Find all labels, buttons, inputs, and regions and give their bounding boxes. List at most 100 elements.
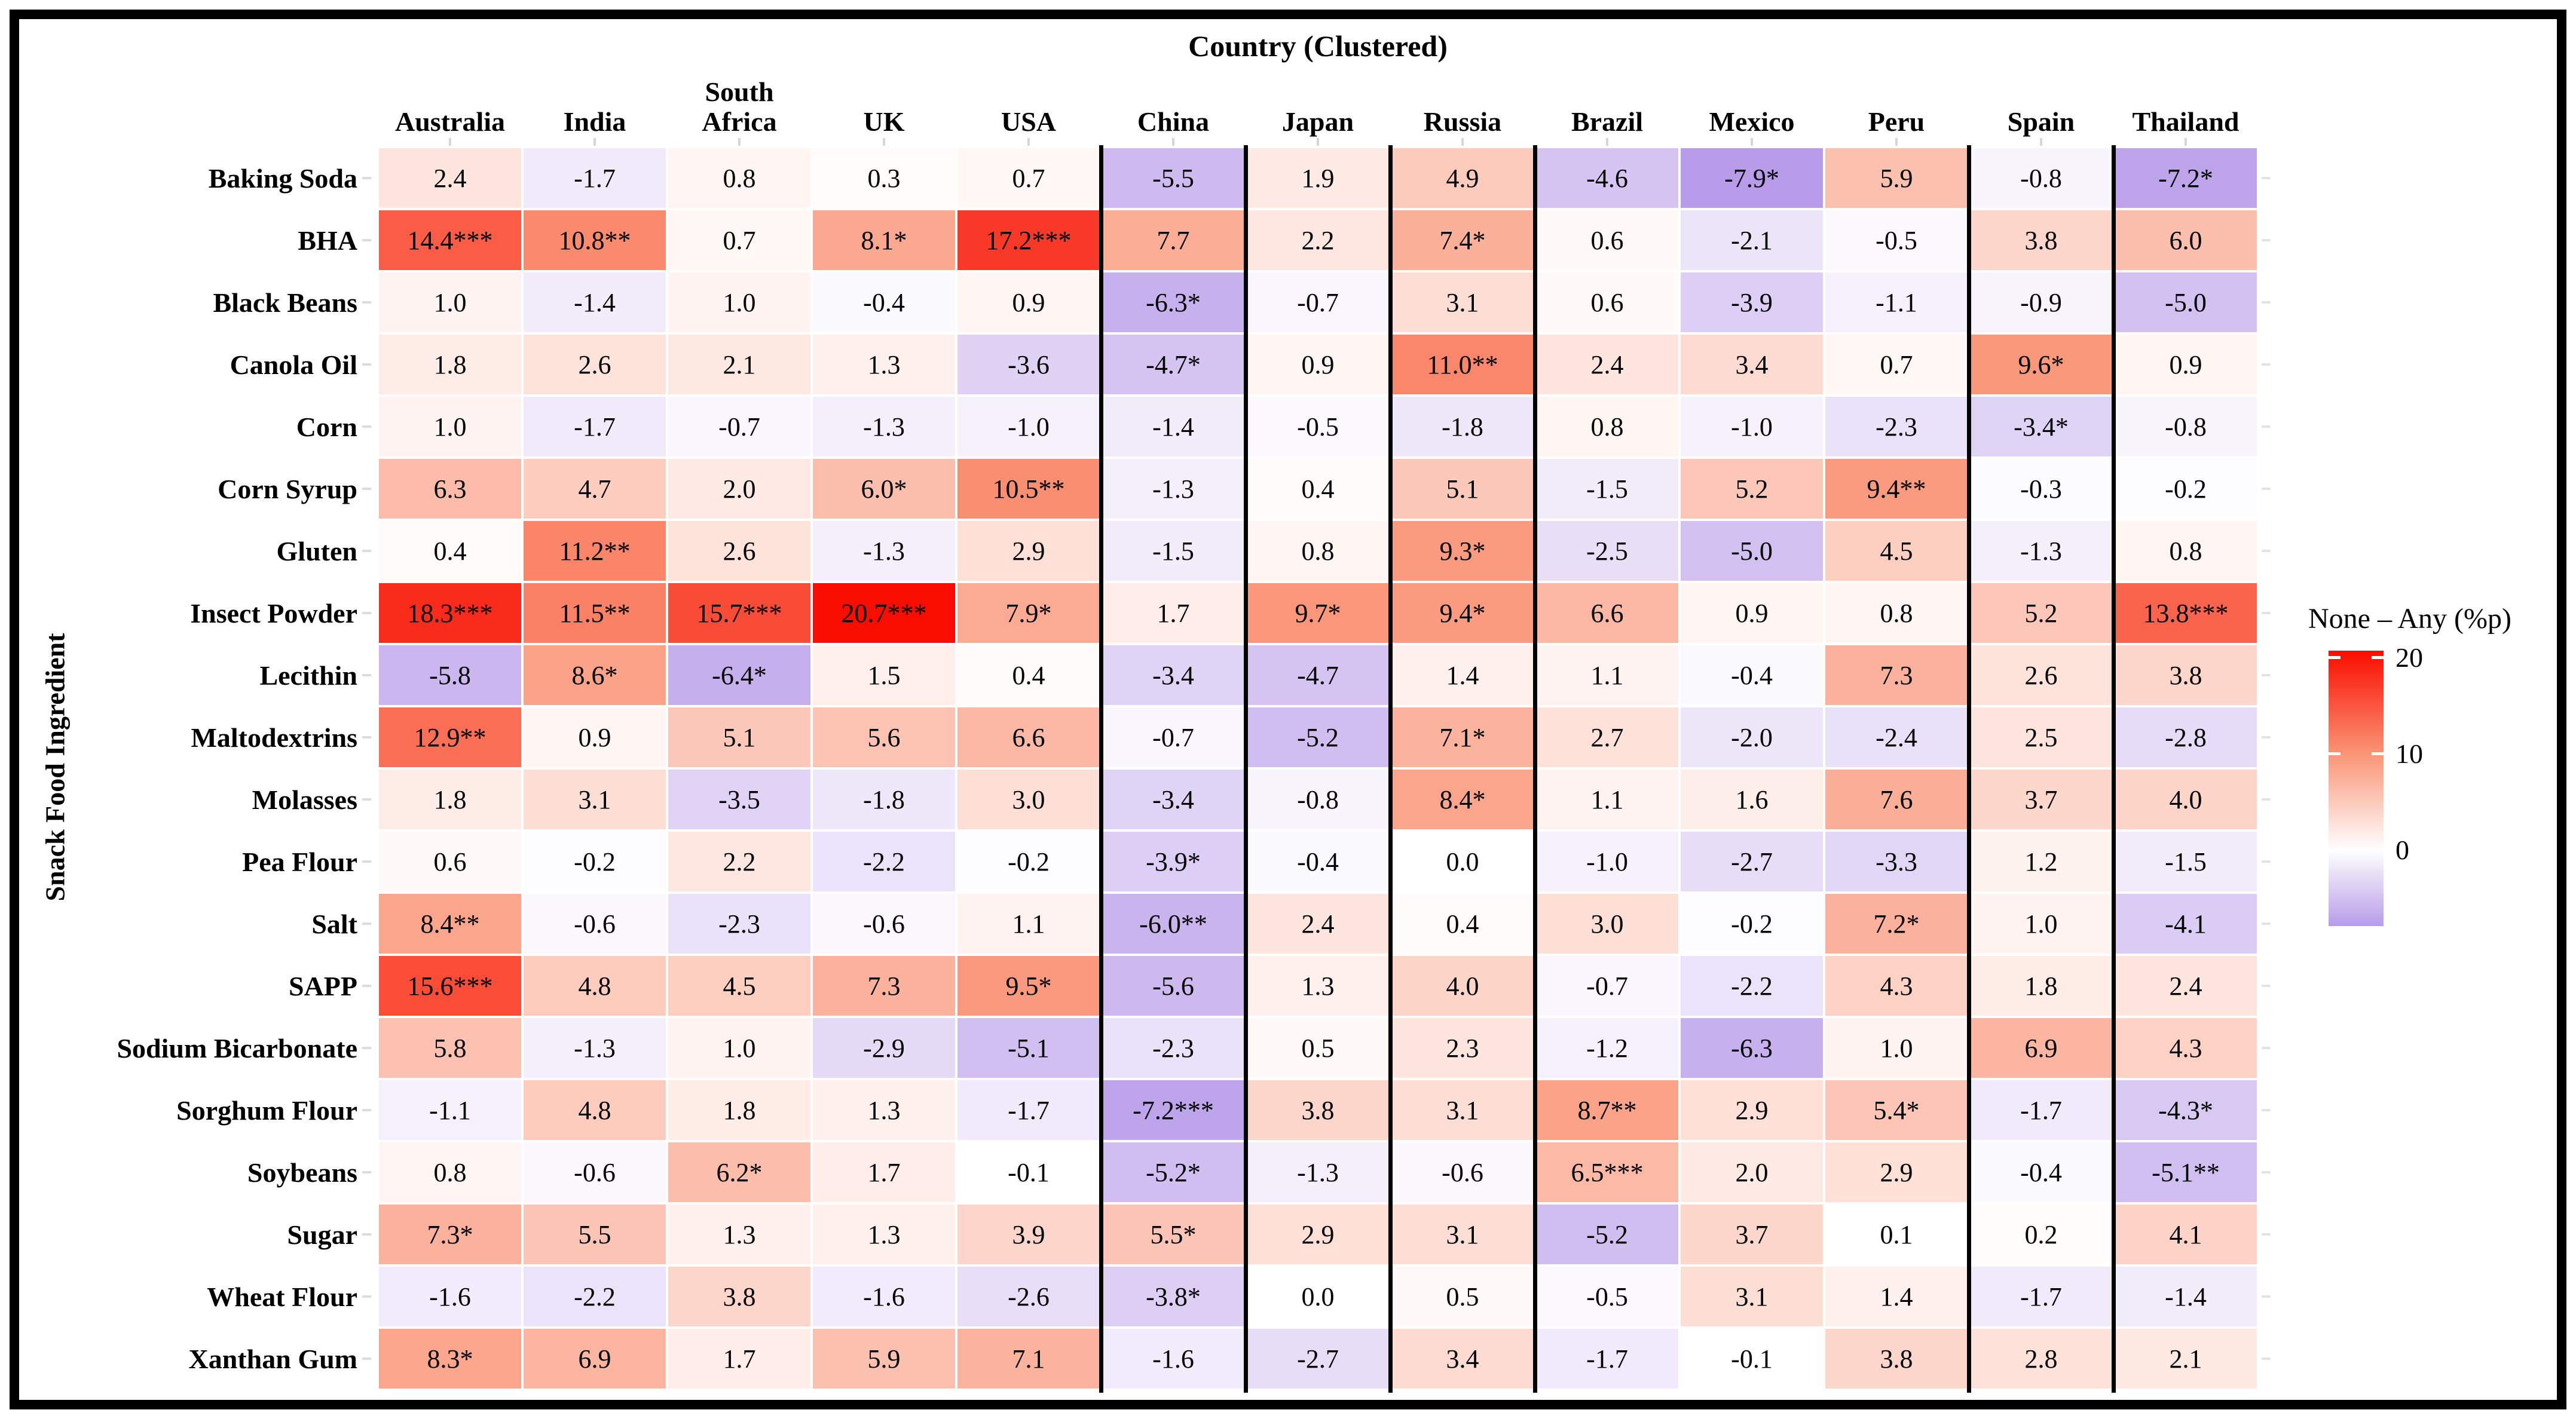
heatmap-cell: -0.1: [956, 1141, 1101, 1203]
heatmap-cell: 0.5: [1390, 1265, 1535, 1328]
heatmap-cell: 3.0: [956, 768, 1101, 830]
heatmap-cell: -0.9: [1969, 271, 2113, 333]
heatmap-cell: 5.2: [1679, 458, 1824, 520]
heatmap-cell: -2.2: [522, 1265, 667, 1328]
heatmap-cell: 9.5*: [956, 955, 1101, 1017]
heatmap-cell: -0.2: [2113, 458, 2258, 520]
heatmap-cell: 6.6: [1535, 582, 1679, 644]
heatmap-cell: -1.4: [2113, 1265, 2258, 1328]
heatmap-cell: -4.6: [1535, 147, 1679, 209]
row-label: Sorghum Flour: [176, 1095, 357, 1126]
heatmap-cell: -0.8: [2113, 396, 2258, 458]
y-axis-tick: [362, 363, 371, 366]
column-header: Japan: [1281, 106, 1354, 137]
heatmap-cell: -7.2***: [1101, 1079, 1246, 1141]
heatmap-cell: -3.4: [1101, 768, 1246, 830]
y-axis-tick: [362, 612, 371, 614]
heatmap-cell: 0.4: [378, 520, 522, 582]
row-label: Maltodextrins: [191, 722, 357, 753]
column-header: UK: [863, 106, 905, 137]
heatmap-cell: -1.7: [522, 396, 667, 458]
heatmap-cell: 1.0: [378, 396, 522, 458]
heatmap-cell: 1.0: [1824, 1017, 1969, 1079]
heatmap-cell: 0.9: [2113, 333, 2258, 396]
heatmap-cell: 1.8: [667, 1079, 812, 1141]
heatmap-cell: 1.8: [378, 768, 522, 830]
heatmap-cell: -1.8: [812, 768, 956, 830]
heatmap-cell: -1.0: [1535, 830, 1679, 893]
x-axis-tick: [1606, 138, 1608, 146]
heatmap-cell: -0.2: [1679, 893, 1824, 955]
heatmap-cell: 0.7: [956, 147, 1101, 209]
heatmap-cell: -1.0: [956, 396, 1101, 458]
heatmap-cell: -3.5: [667, 768, 812, 830]
heatmap-cell: 5.5: [522, 1203, 667, 1265]
heatmap-cell: -0.5: [1824, 209, 1969, 271]
row-label: Salt: [311, 908, 357, 939]
heatmap-cell: 7.3: [1824, 644, 1969, 706]
heatmap-cell: 1.3: [812, 333, 956, 396]
heatmap-cell: 0.9: [1246, 333, 1390, 396]
heatmap-cell: -1.8: [1390, 396, 1535, 458]
y-axis-tick: [362, 301, 371, 304]
y-axis-tick: [362, 550, 371, 552]
heatmap-cell: 2.7: [1535, 706, 1679, 768]
heatmap-cell: -0.6: [522, 893, 667, 955]
heatmap-cell: 2.4: [378, 147, 522, 209]
heatmap-cell: -6.4*: [667, 644, 812, 706]
heatmap-cell: 1.6: [1679, 768, 1824, 830]
heatmap-cell: -1.7: [1969, 1265, 2113, 1328]
heatmap-cell: 6.0*: [812, 458, 956, 520]
heatmap-cell: 1.0: [378, 271, 522, 333]
heatmap-cell: 0.9: [522, 706, 667, 768]
heatmap-cell: -5.1: [956, 1017, 1101, 1079]
heatmap-cell: -1.3: [812, 520, 956, 582]
heatmap-cell: 2.8: [1969, 1328, 2113, 1390]
heatmap-cell: 2.6: [667, 520, 812, 582]
row-label: BHA: [298, 225, 357, 256]
heatmap-cell: -1.7: [522, 147, 667, 209]
heatmap-cell: 15.6***: [378, 955, 522, 1017]
heatmap-cell: 7.2*: [1824, 893, 1969, 955]
heatmap-cell: 3.8: [1824, 1328, 1969, 1390]
heatmap-cell: -3.6: [956, 333, 1101, 396]
column-header: Australia: [395, 106, 505, 137]
heatmap-cell: 3.0: [1535, 893, 1679, 955]
heatmap-cell: 11.5**: [522, 582, 667, 644]
heatmap-cell: 2.9: [1824, 1141, 1969, 1203]
heatmap-cell: 1.8: [1969, 955, 2113, 1017]
heatmap-cell: 6.3: [378, 458, 522, 520]
y-axis-tick-right: [2262, 674, 2271, 676]
y-axis-tick: [362, 922, 371, 925]
heatmap-cell: 7.1: [956, 1328, 1101, 1390]
x-axis-tick: [449, 138, 451, 146]
y-axis-tick-right: [2262, 1295, 2271, 1298]
heatmap-cell: -0.7: [667, 396, 812, 458]
heatmap-cell: -1.1: [378, 1079, 522, 1141]
y-axis-tick-right: [2262, 922, 2271, 925]
heatmap-cell: -2.3: [1101, 1017, 1246, 1079]
heatmap-cell: -1.3: [522, 1017, 667, 1079]
heatmap-cell: -0.5: [1535, 1265, 1679, 1328]
heatmap-cell: 3.8: [1969, 209, 2113, 271]
y-axis-tick-right: [2262, 860, 2271, 863]
heatmap-cell: -6.3: [1679, 1017, 1824, 1079]
y-axis-tick: [362, 860, 371, 863]
legend-tick-mark: [2329, 656, 2341, 660]
y-axis-tick: [362, 1109, 371, 1111]
heatmap-cell: 4.8: [522, 1079, 667, 1141]
row-label: Lecithin: [259, 660, 357, 691]
heatmap-cell: 2.9: [1679, 1079, 1824, 1141]
heatmap-cell: 7.3*: [378, 1203, 522, 1265]
heatmap-cell: -5.2*: [1101, 1141, 1246, 1203]
x-axis-tick: [593, 138, 596, 146]
heatmap-cell: -1.6: [812, 1265, 956, 1328]
heatmap-cell: -5.0: [1679, 520, 1824, 582]
y-axis-tick: [362, 985, 371, 987]
heatmap-cell: -5.5: [1101, 147, 1246, 209]
heatmap-cell: -0.8: [1246, 768, 1390, 830]
y-axis-tick-right: [2262, 177, 2271, 179]
heatmap-cell: 1.3: [1246, 955, 1390, 1017]
heatmap-cell: 14.4***: [378, 209, 522, 271]
row-label: Canola Oil: [230, 349, 357, 380]
